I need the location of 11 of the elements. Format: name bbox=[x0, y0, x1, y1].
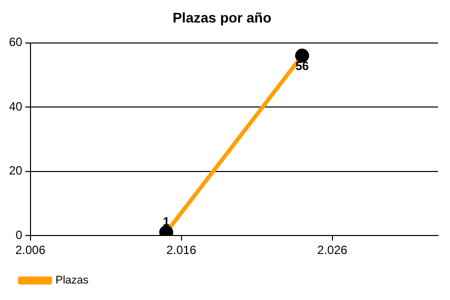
x-tick-label: 2.006 bbox=[15, 243, 46, 258]
data-label: 1 bbox=[162, 214, 170, 229]
y-tick-label: 20 bbox=[8, 164, 23, 178]
x-tick-label: 2.016 bbox=[166, 243, 197, 258]
legend-label: Plazas bbox=[56, 274, 90, 287]
chart-title: Plazas por año bbox=[172, 9, 272, 26]
x-tick-label: 2.026 bbox=[317, 243, 348, 258]
y-tick-label: 40 bbox=[8, 99, 23, 114]
y-tick-label: 0 bbox=[16, 228, 23, 242]
data-label: 56 bbox=[295, 58, 310, 73]
y-tick-label: 60 bbox=[8, 35, 23, 50]
